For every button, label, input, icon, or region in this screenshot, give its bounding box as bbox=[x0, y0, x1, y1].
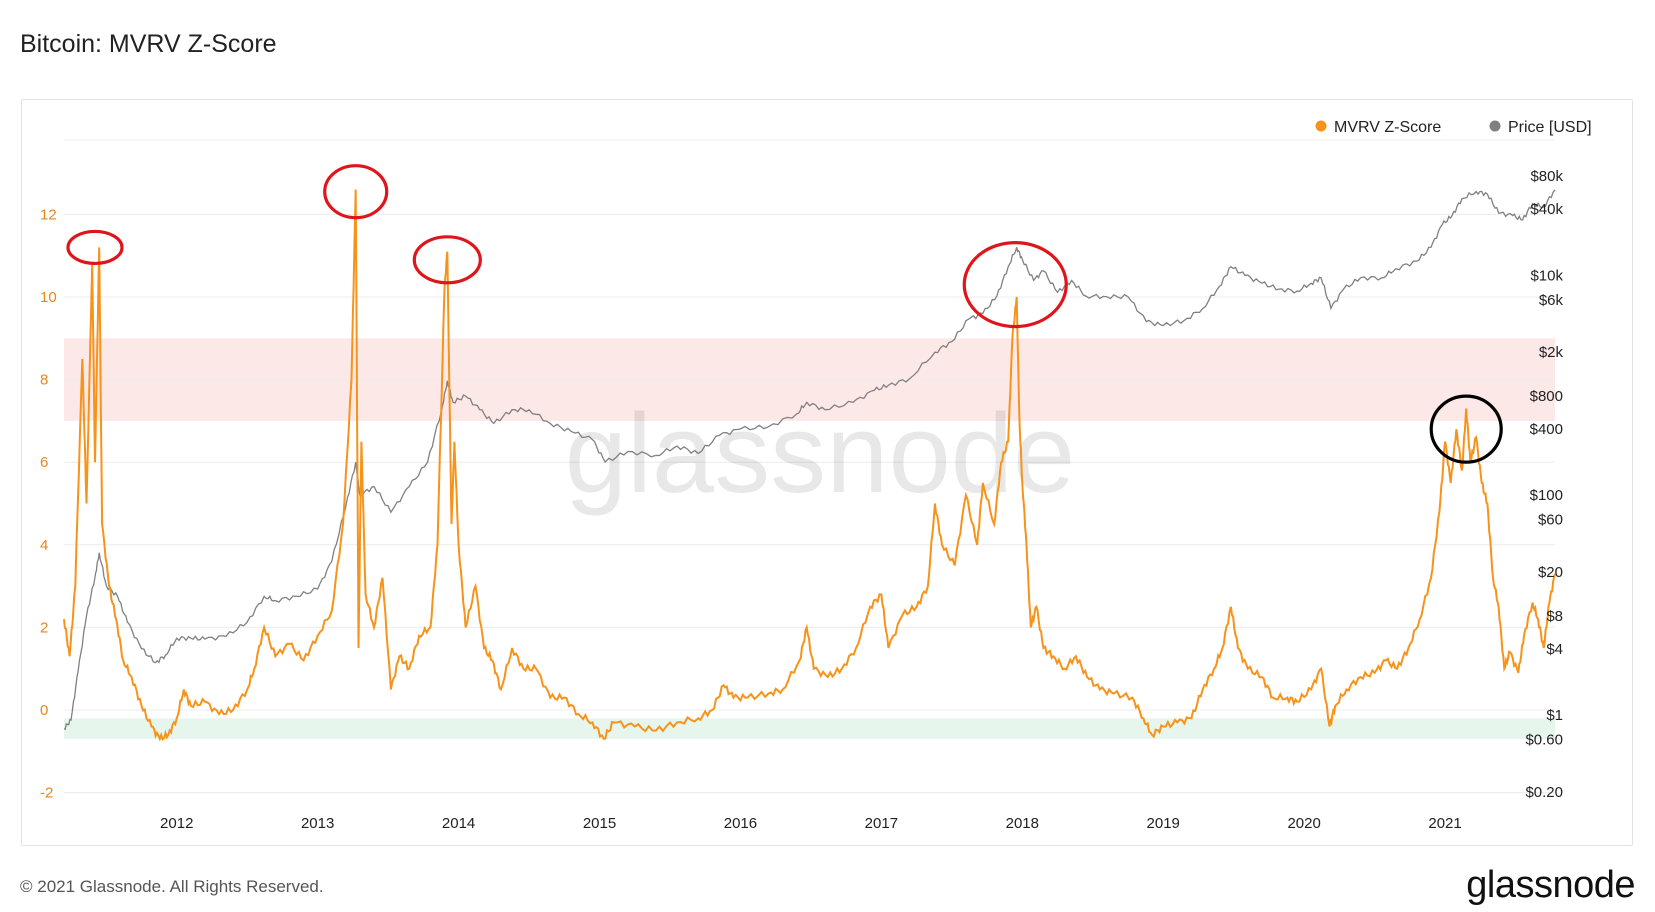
annotation-black-circle bbox=[1429, 394, 1503, 464]
watermark: glassnode bbox=[565, 391, 1076, 516]
x-axis: 2012 2013 2014 2015 2016 2017 2018 2019 2020 2021 bbox=[160, 815, 1462, 832]
right-tick-label: $8 bbox=[1546, 608, 1563, 625]
right-tick-label: $6k bbox=[1539, 292, 1564, 309]
right-tick-label: $0.20 bbox=[1525, 784, 1563, 801]
right-tick-label: $0.60 bbox=[1525, 731, 1563, 748]
price-series bbox=[63, 189, 1556, 731]
x-tick-label: 2021 bbox=[1428, 815, 1461, 832]
annotation-red-circle bbox=[962, 241, 1068, 329]
right-tick-label: $10k bbox=[1530, 267, 1563, 284]
right-tick-label: $80k bbox=[1530, 168, 1563, 185]
right-tick-label: $4 bbox=[1546, 641, 1563, 658]
legend[interactable]: MVRV Z-Score Price [USD] bbox=[1315, 119, 1592, 136]
annotation-circles bbox=[66, 164, 1503, 464]
undervalued-band bbox=[64, 718, 1555, 739]
right-axis: $0.20 $0.60 $1 $4 $8 $20 $60 $100 $400 $800 $2k $6k… bbox=[1525, 168, 1563, 801]
legend-zscore-marker bbox=[1315, 120, 1327, 132]
x-tick-label: 2019 bbox=[1147, 815, 1180, 832]
annotation-red-circle bbox=[323, 164, 389, 220]
x-tick-label: 2016 bbox=[724, 815, 757, 832]
right-tick-label: $800 bbox=[1530, 388, 1563, 405]
left-tick-label: 8 bbox=[40, 372, 48, 389]
right-tick-label: $60 bbox=[1538, 512, 1563, 529]
legend-price-label[interactable]: Price [USD] bbox=[1508, 119, 1592, 136]
left-tick-label: -2 bbox=[40, 785, 53, 802]
copyright-text: © 2021 Glassnode. All Rights Reserved. bbox=[20, 877, 324, 896]
right-tick-label: $20 bbox=[1538, 564, 1563, 581]
left-tick-label: 10 bbox=[40, 289, 57, 306]
left-axis: -2 0 2 4 6 8 10 12 bbox=[40, 206, 57, 801]
right-tick-label: $100 bbox=[1530, 487, 1563, 504]
x-tick-label: 2015 bbox=[583, 815, 616, 832]
x-tick-label: 2014 bbox=[442, 815, 475, 832]
right-tick-label: $2k bbox=[1539, 344, 1564, 361]
chart-title: Bitcoin: MVRV Z-Score bbox=[20, 30, 277, 58]
left-tick-label: 4 bbox=[40, 537, 48, 554]
gridlines bbox=[64, 139, 1555, 794]
x-tick-label: 2017 bbox=[865, 815, 898, 832]
x-tick-label: 2012 bbox=[160, 815, 193, 832]
legend-zscore-label[interactable]: MVRV Z-Score bbox=[1334, 119, 1441, 136]
chart-frame bbox=[21, 99, 1633, 846]
left-tick-label: 2 bbox=[40, 619, 48, 636]
annotation-red-circle bbox=[412, 235, 482, 285]
right-tick-label: $400 bbox=[1530, 421, 1563, 438]
x-tick-label: 2018 bbox=[1006, 815, 1039, 832]
glassnode-logo[interactable]: glassnode bbox=[1466, 864, 1635, 906]
x-tick-label: 2013 bbox=[301, 815, 334, 832]
price-series-line bbox=[63, 189, 1556, 731]
legend-price-marker bbox=[1489, 120, 1501, 132]
right-tick-label: $1 bbox=[1546, 707, 1563, 724]
right-tick-label: $40k bbox=[1530, 201, 1563, 218]
left-tick-label: 12 bbox=[40, 206, 57, 223]
zscore-series bbox=[63, 189, 1556, 742]
x-tick-label: 2020 bbox=[1287, 815, 1320, 832]
left-tick-label: 6 bbox=[40, 454, 48, 471]
zscore-series-line bbox=[63, 189, 1556, 742]
left-tick-label: 0 bbox=[40, 702, 48, 719]
annotation-red-circle bbox=[66, 229, 124, 266]
